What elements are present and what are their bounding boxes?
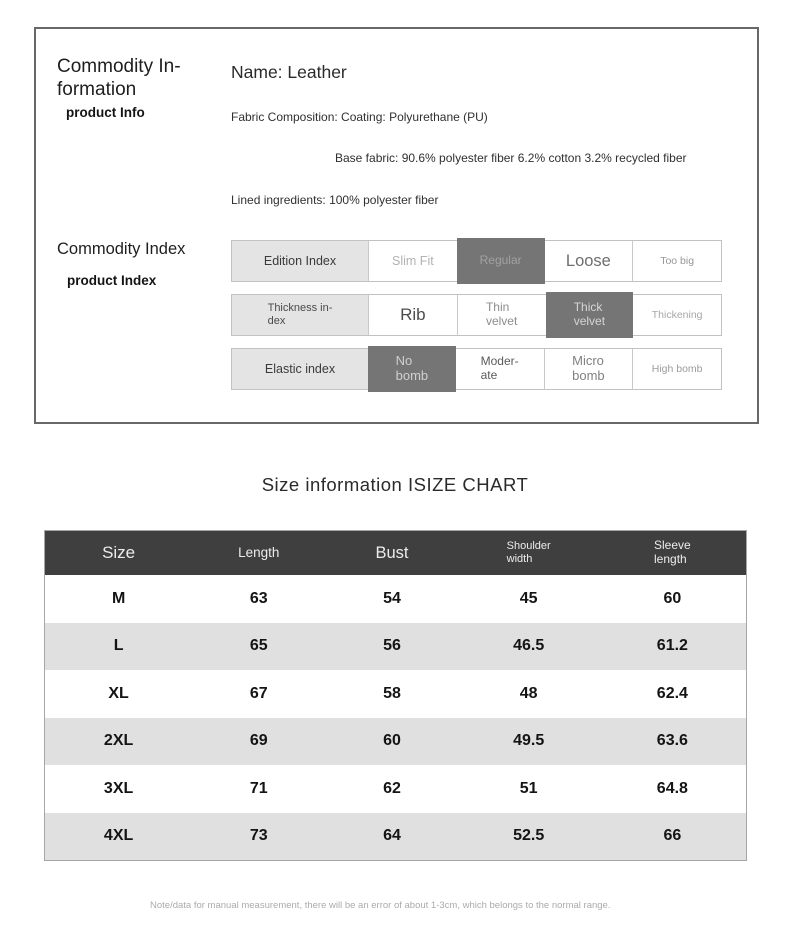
table-cell: L xyxy=(113,637,124,655)
table-cell: 58 xyxy=(383,684,401,702)
table-cell: 56 xyxy=(383,637,401,655)
table-cell: 67 xyxy=(249,684,268,702)
table-cell: 64.8 xyxy=(656,779,688,797)
table-cell: 69 xyxy=(249,732,268,750)
index-row-label: Elastic index xyxy=(232,349,368,389)
index-option-too-big: Too big xyxy=(632,241,721,281)
index-option-slim-fit: Slim Fit xyxy=(368,241,457,281)
index-row-elastic-index: Elastic index No bomb Moder- ate Micro bomb… xyxy=(231,346,722,392)
table-cell: 49.5 xyxy=(513,732,545,750)
index-option-no-bomb: No bomb xyxy=(368,346,456,392)
table-cell: 2XL xyxy=(103,732,134,750)
index-option-moder-ate: Moder- ate xyxy=(455,349,544,389)
commodity-info-box: Commodity In-formation product Info Name… xyxy=(34,27,759,424)
commodity-info-title: Commodity In-formation xyxy=(57,56,181,101)
lined-ingredients: Lined ingredients: 100% polyester fiber xyxy=(231,193,439,207)
fabric-composition: Fabric Composition: Coating: Polyurethan… xyxy=(231,110,488,124)
table-cell: 61.2 xyxy=(656,637,688,655)
size-table-body: M 63 54 45 60 L 65 56 46.5 61.2 XL 67 58 48 62.4 2XL 69 6… xyxy=(45,575,746,860)
table-cell: 63.6 xyxy=(656,732,688,750)
table-cell: 51 xyxy=(519,779,538,797)
commodity-info-details: Name: Leather Fabric Composition: Coatin… xyxy=(231,55,757,207)
commodity-info-section: Commodity In-formation product Info Name… xyxy=(36,29,757,207)
size-table: Size Length Bust Shoulder width Sleeve l… xyxy=(44,530,747,861)
header-cell-length: Length xyxy=(238,545,280,561)
table-cell: 4XL xyxy=(103,827,134,845)
size-table-header: Size Length Bust Shoulder width Sleeve l… xyxy=(45,531,746,575)
table-cell: 52.5 xyxy=(513,827,545,845)
commodity-index-heading: Commodity Index product Index xyxy=(36,240,231,402)
table-cell: 48 xyxy=(519,684,538,702)
index-row-label: Thickness in- dex xyxy=(232,295,368,335)
table-cell: 62.4 xyxy=(656,684,688,702)
table-cell: 45 xyxy=(519,589,538,607)
commodity-index-section: Commodity Index product Index Edition In… xyxy=(36,238,757,402)
table-cell: 62 xyxy=(383,779,401,797)
index-option-regular: Regular xyxy=(456,238,545,284)
commodity-index-title: Commodity Index xyxy=(57,240,186,258)
base-fabric: Base fabric: 90.6% polyester fiber 6.2% … xyxy=(335,151,687,165)
table-cell: 71 xyxy=(249,779,268,797)
product-info-subtitle: product Info xyxy=(66,105,145,121)
table-cell: 46.5 xyxy=(513,637,545,655)
index-row-edition-index: Edition Index Slim Fit Regular Loose Too big xyxy=(231,238,722,284)
commodity-info-heading: Commodity In-formation product Info xyxy=(36,55,231,207)
index-option-thick-velvet: Thick velvet xyxy=(545,292,634,338)
table-row-4xl: 4XL 73 64 52.5 66 xyxy=(45,812,746,860)
table-cell: 65 xyxy=(249,637,268,655)
index-row-label: Edition Index xyxy=(232,241,368,281)
table-cell: 73 xyxy=(249,827,268,845)
index-option-micro-bomb: Micro bomb xyxy=(543,349,633,389)
index-option-thickening: Thickening xyxy=(633,295,721,335)
commodity-index-rows: Edition Index Slim Fit Regular Loose Too big… xyxy=(231,238,722,402)
index-option-thin-velvet: Thin velvet xyxy=(456,295,546,335)
table-row-l: L 65 56 46.5 61.2 xyxy=(45,622,746,670)
index-option-high-bomb: High bomb xyxy=(632,349,721,389)
table-cell: 60 xyxy=(383,732,401,750)
table-cell: 54 xyxy=(383,589,401,607)
header-cell-sleeve-length: Sleeve length xyxy=(654,538,691,566)
table-cell: 64 xyxy=(383,827,401,845)
index-option-loose: Loose xyxy=(544,241,633,281)
header-cell-size: Size xyxy=(102,543,136,563)
table-cell: 3XL xyxy=(103,779,134,797)
product-index-subtitle: product Index xyxy=(67,273,157,288)
table-cell: 66 xyxy=(663,827,682,845)
table-cell: 63 xyxy=(249,589,268,607)
index-row-thickness-in-dex: Thickness in- dex Rib Thin velvet Thick vel… xyxy=(231,292,722,338)
index-option-rib: Rib xyxy=(368,295,457,335)
table-cell: XL xyxy=(108,684,129,702)
table-cell: 60 xyxy=(663,589,682,607)
table-cell: M xyxy=(111,589,126,607)
header-cell-bust: Bust xyxy=(375,543,409,562)
table-row-m: M 63 54 45 60 xyxy=(45,575,746,623)
table-row-xl: XL 67 58 48 62.4 xyxy=(45,670,746,718)
table-row-3xl: 3XL 71 62 51 64.8 xyxy=(45,765,746,813)
table-row-2xl: 2XL 69 60 49.5 63.6 xyxy=(45,717,746,765)
measurement-note: Note/data for manual measurement, there … xyxy=(150,900,611,911)
size-chart-title: Size information ISIZE CHART xyxy=(261,474,529,495)
header-cell-shoulder-width: Shoulder width xyxy=(506,540,551,565)
product-name: Name: Leather xyxy=(231,62,347,82)
